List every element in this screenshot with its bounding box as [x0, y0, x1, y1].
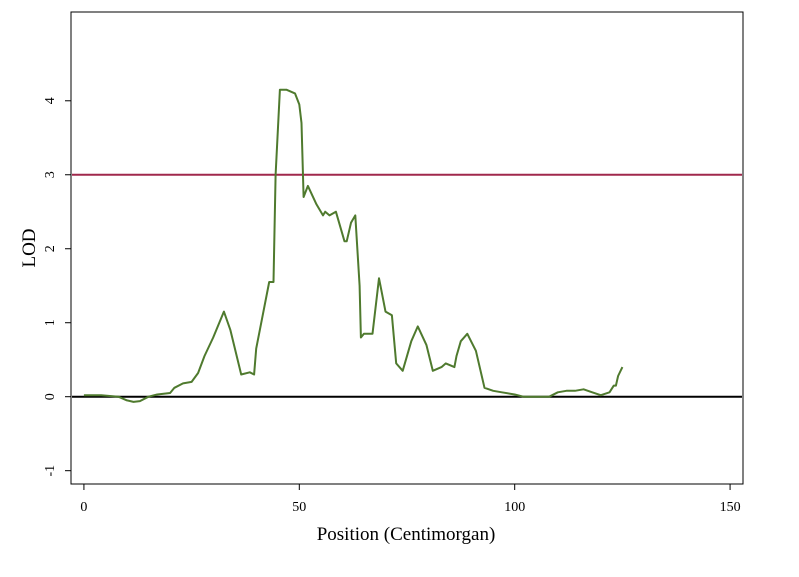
x-tick-label: 0: [80, 500, 87, 515]
y-tick-label: 2: [43, 245, 58, 252]
y-tick-label: 0: [43, 393, 58, 400]
y-tick-label: 4: [43, 97, 58, 104]
y-tick-label: 1: [43, 319, 58, 326]
x-tick-label: 50: [292, 500, 306, 515]
plot-frame: [70, 11, 744, 485]
y-axis-title: LOD: [19, 228, 40, 267]
y-tick-label: 3: [43, 171, 58, 178]
x-tick-label: 150: [720, 500, 741, 515]
x-axis-title: Position (Centimorgan): [317, 524, 496, 545]
y-tick-label: -1: [43, 465, 58, 477]
lod-series-line: [83, 88, 624, 403]
x-tick-label: 100: [504, 500, 525, 515]
